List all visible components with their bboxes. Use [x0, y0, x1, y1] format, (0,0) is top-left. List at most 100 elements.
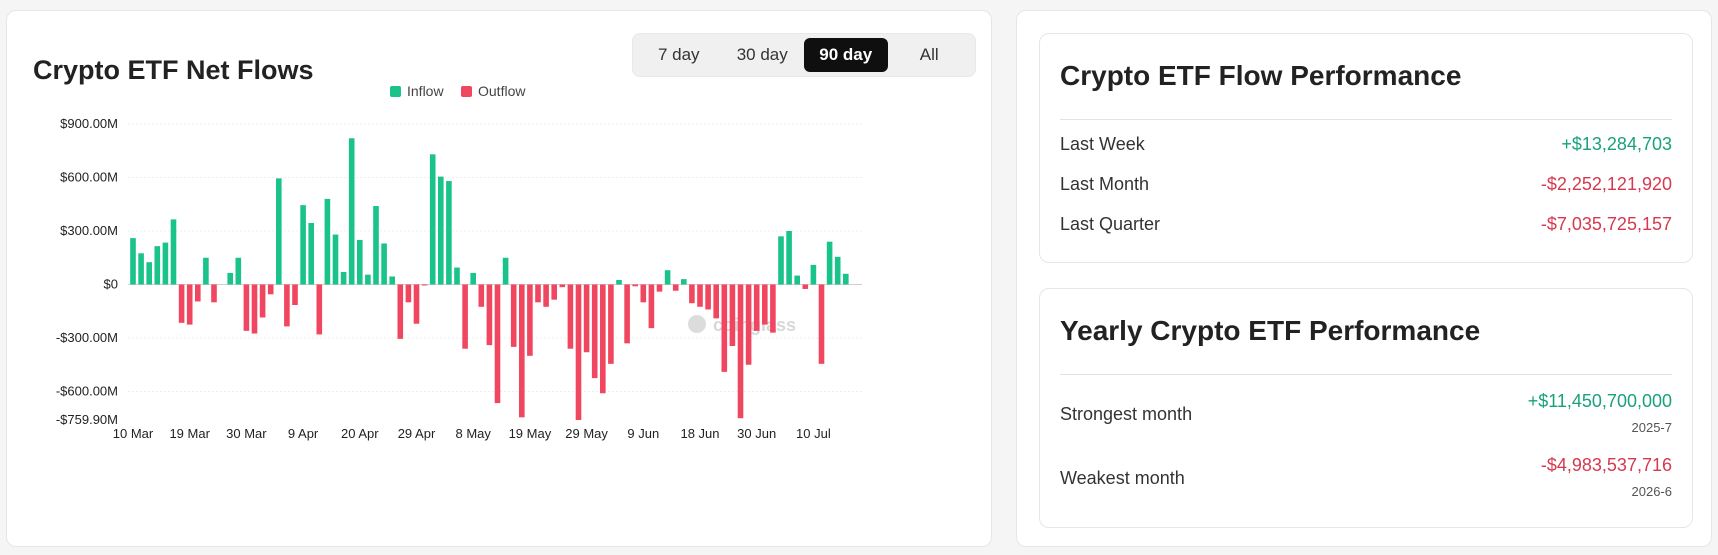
bar[interactable]: [438, 176, 444, 285]
bar[interactable]: [308, 222, 314, 285]
bar[interactable]: [178, 284, 185, 323]
bar[interactable]: [745, 284, 752, 365]
tab-30-day[interactable]: 30 day: [736, 45, 788, 64]
bar[interactable]: [365, 274, 371, 285]
bar[interactable]: [640, 284, 647, 303]
bar[interactable]: [332, 234, 339, 285]
legend-swatch-outflow: [461, 86, 472, 97]
bar[interactable]: [429, 154, 436, 285]
bar[interactable]: [762, 284, 768, 325]
bar[interactable]: [786, 230, 792, 285]
bar[interactable]: [697, 284, 703, 307]
bar[interactable]: [591, 284, 598, 379]
legend-label-inflow: Inflow: [407, 83, 444, 99]
bar[interactable]: [721, 284, 728, 372]
bar[interactable]: [267, 284, 274, 295]
bar[interactable]: [729, 284, 736, 347]
bar[interactable]: [681, 279, 687, 285]
bar[interactable]: [162, 242, 169, 285]
bar[interactable]: [818, 284, 825, 364]
bar[interactable]: [154, 246, 161, 285]
bar[interactable]: [357, 239, 363, 285]
bar[interactable]: [648, 284, 655, 329]
bar[interactable]: [389, 276, 395, 285]
range-tabs: 7 day 30 day 90 day All: [632, 33, 976, 77]
bar[interactable]: [470, 272, 476, 285]
bar[interactable]: [276, 178, 282, 285]
yearly-performance-card: Yearly Crypto ETF Performance Strongest …: [1039, 288, 1693, 528]
bar[interactable]: [753, 284, 760, 331]
bar[interactable]: [446, 181, 452, 285]
bar[interactable]: [567, 284, 574, 349]
bar[interactable]: [575, 284, 582, 421]
bar[interactable]: [130, 238, 136, 285]
bar[interactable]: [300, 205, 306, 285]
bar[interactable]: [421, 284, 428, 286]
bar[interactable]: [672, 284, 679, 291]
bar[interactable]: [527, 284, 533, 356]
x-tick-label: 19 May: [509, 426, 552, 441]
bar[interactable]: [551, 284, 557, 300]
x-tick-label: 18 Jun: [680, 426, 719, 441]
bar[interactable]: [713, 284, 719, 319]
bar[interactable]: [227, 272, 233, 285]
bar[interactable]: [494, 284, 501, 404]
bar[interactable]: [705, 284, 711, 310]
tab-90-day[interactable]: 90 day: [804, 38, 888, 72]
bar[interactable]: [138, 253, 144, 285]
bar[interactable]: [235, 257, 242, 285]
bar[interactable]: [543, 284, 549, 307]
bar[interactable]: [397, 284, 404, 339]
bar[interactable]: [632, 284, 638, 287]
bar[interactable]: [478, 284, 485, 307]
bar[interactable]: [826, 241, 833, 285]
bar[interactable]: [608, 284, 614, 364]
bar[interactable]: [170, 219, 177, 285]
bar[interactable]: [810, 264, 817, 285]
bar[interactable]: [324, 198, 331, 285]
bar[interactable]: [778, 236, 784, 285]
bar[interactable]: [146, 262, 152, 285]
tab-7-day[interactable]: 7 day: [657, 45, 700, 64]
bar[interactable]: [211, 284, 217, 303]
bar[interactable]: [624, 284, 630, 344]
bar[interactable]: [186, 284, 193, 325]
bar[interactable]: [770, 284, 776, 333]
bar[interactable]: [413, 284, 420, 324]
bar[interactable]: [843, 273, 849, 285]
bar[interactable]: [519, 284, 525, 418]
bar[interactable]: [664, 270, 671, 285]
bar[interactable]: [195, 284, 201, 302]
bar[interactable]: [737, 284, 744, 419]
bar[interactable]: [284, 284, 290, 327]
bar[interactable]: [510, 284, 517, 347]
bar[interactable]: [203, 257, 209, 285]
bar[interactable]: [616, 280, 622, 285]
weakest-month-label: Weakest month: [1060, 468, 1185, 488]
bar[interactable]: [243, 284, 250, 331]
bar[interactable]: [251, 284, 258, 334]
bar[interactable]: [583, 284, 590, 353]
bar[interactable]: [381, 243, 387, 285]
bar[interactable]: [292, 284, 298, 305]
bar[interactable]: [600, 284, 606, 394]
bar[interactable]: [462, 284, 468, 349]
bar[interactable]: [559, 284, 566, 288]
bar[interactable]: [689, 284, 695, 304]
bar[interactable]: [373, 206, 379, 285]
bar[interactable]: [834, 256, 841, 285]
bar[interactable]: [405, 284, 412, 303]
bar[interactable]: [259, 284, 266, 318]
tab-all[interactable]: All: [919, 45, 939, 64]
bar[interactable]: [348, 138, 355, 285]
bar[interactable]: [502, 257, 509, 285]
bar[interactable]: [454, 267, 460, 285]
bar[interactable]: [802, 284, 809, 289]
bar[interactable]: [535, 284, 541, 303]
bar[interactable]: [656, 284, 663, 292]
bar[interactable]: [316, 284, 323, 335]
bar[interactable]: [794, 275, 800, 285]
bar[interactable]: [340, 272, 347, 285]
x-tick-label: 30 Mar: [226, 426, 267, 441]
bar[interactable]: [486, 284, 493, 346]
